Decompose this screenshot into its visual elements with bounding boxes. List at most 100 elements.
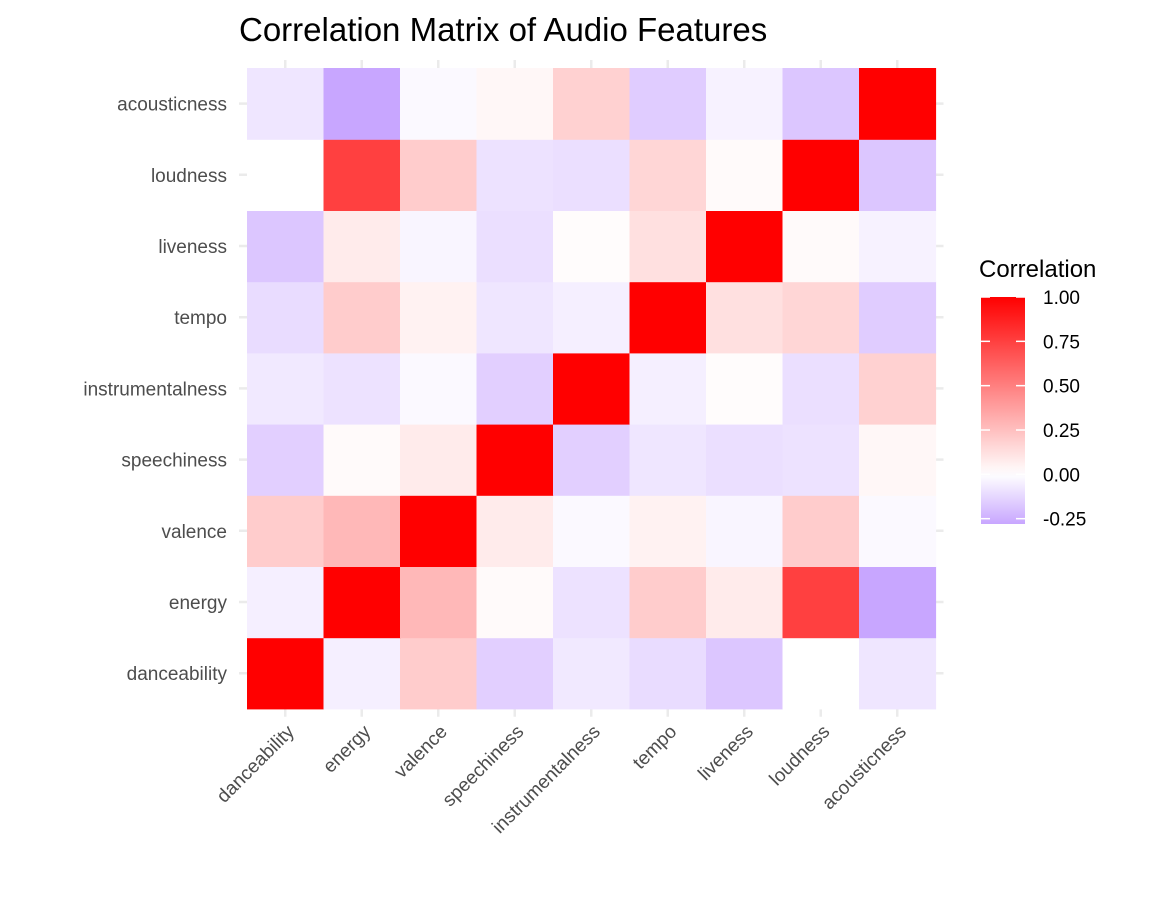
heatmap-cell-valence-speechiness — [476, 495, 554, 567]
heatmap-cell-speechiness-energy — [323, 424, 401, 496]
heatmap-cell-tempo-danceability — [247, 281, 325, 354]
heatmap-cell-instrumentalness-valence — [400, 352, 478, 425]
heatmap-cell-energy-energy — [323, 566, 401, 639]
heatmap-cell-valence-energy — [323, 495, 401, 567]
y-tick-label: instrumentalness — [83, 379, 227, 400]
y-tick-label: liveness — [158, 237, 227, 258]
y-tick-label: loudness — [151, 166, 227, 187]
heatmap-cell-liveness-liveness — [706, 210, 784, 283]
legend-tick-label: -0.25 — [1043, 510, 1086, 531]
legend-tick-label: 0.50 — [1043, 377, 1080, 398]
heatmap-cell-instrumentalness-energy — [323, 352, 401, 425]
heatmap-cell-acousticness-tempo — [629, 68, 707, 140]
legend-tick-label: 0.25 — [1043, 421, 1080, 442]
x-tick-label: valence — [391, 721, 452, 782]
heatmap-cell-instrumentalness-danceability — [247, 352, 325, 425]
x-tick-label: liveness — [694, 721, 757, 784]
heatmap-cell-danceability-danceability — [247, 637, 325, 710]
x-tick-label: loudness — [766, 721, 835, 790]
heatmap-cell-acousticness-acousticness — [859, 68, 937, 140]
heatmap-cell-tempo-loudness — [782, 281, 860, 354]
heatmap-cell-liveness-instrumentalness — [553, 210, 631, 283]
heatmap-cell-valence-acousticness — [859, 495, 937, 567]
heatmap-cell-loudness-energy — [323, 139, 401, 211]
chart-title: Correlation Matrix of Audio Features — [239, 11, 767, 48]
x-tick-label: energy — [319, 721, 375, 777]
heatmap-cell-speechiness-liveness — [706, 424, 784, 496]
x-axis-tick-labels: danceability energy valencespeechinessinst… — [213, 721, 911, 838]
heatmap-cell-danceability-liveness — [706, 637, 784, 710]
heatmap-cell-speechiness-acousticness — [859, 424, 937, 496]
heatmap-cell-liveness-tempo — [629, 210, 707, 283]
heatmap-cell-speechiness-valence — [400, 424, 478, 496]
heatmap-cell-speechiness-loudness — [782, 424, 860, 496]
heatmap-cell-instrumentalness-tempo — [629, 352, 707, 425]
heatmap-cell-tempo-energy — [323, 281, 401, 354]
heatmap-cell-valence-instrumentalness — [553, 495, 631, 567]
heatmap-cell-acousticness-valence — [400, 68, 478, 140]
legend-tick-label: 0.00 — [1043, 465, 1080, 486]
heatmap-cell-valence-liveness — [706, 495, 784, 567]
heatmap-cell-acousticness-instrumentalness — [553, 68, 631, 140]
heatmap-cell-energy-loudness — [782, 566, 860, 639]
heatmap-cell-tempo-liveness — [706, 281, 784, 354]
y-tick-label: energy — [169, 593, 228, 614]
heatmap-cell-energy-valence — [400, 566, 478, 639]
heatmap-cell-danceability-valence — [400, 637, 478, 710]
legend-title: Correlation — [979, 256, 1096, 283]
heatmap-cell-liveness-energy — [323, 210, 401, 283]
heatmap-cell-valence-tempo — [629, 495, 707, 567]
y-axis-tick-labels: danceability energy valence speechiness inst… — [83, 95, 227, 686]
heatmap-cell-danceability-loudness — [782, 637, 860, 710]
heatmap-cell-energy-danceability — [247, 566, 325, 639]
heatmap-cell-danceability-tempo — [629, 637, 707, 710]
heatmap-cell-liveness-acousticness — [859, 210, 937, 283]
heatmap-cell-liveness-danceability — [247, 210, 325, 283]
heatmap-cell-acousticness-energy — [323, 68, 401, 140]
heatmap-cell-instrumentalness-instrumentalness — [553, 352, 631, 425]
heatmap-cell-instrumentalness-loudness — [782, 352, 860, 425]
x-tick-label: tempo — [629, 721, 681, 773]
heatmap-cell-acousticness-speechiness — [476, 68, 554, 140]
heatmap-cell-speechiness-instrumentalness — [553, 424, 631, 496]
y-tick-label: acousticness — [117, 95, 227, 116]
x-tick-label: danceability — [213, 721, 299, 807]
heatmap-cell-energy-acousticness — [859, 566, 937, 639]
heatmap-cell-danceability-instrumentalness — [553, 637, 631, 710]
heatmap-cell-tempo-speechiness — [476, 281, 554, 354]
heatmap-cell-danceability-speechiness — [476, 637, 554, 710]
heatmap-cell-instrumentalness-acousticness — [859, 352, 937, 425]
heatmap-cell-loudness-loudness — [782, 139, 860, 211]
legend-colorbar — [981, 297, 1025, 524]
heatmap-cell-danceability-energy — [323, 637, 401, 710]
legend: Correlation 1.00 0.75 0.50 0.25 0.00 -0.25 — [979, 256, 1096, 531]
heatmap-cell-loudness-instrumentalness — [553, 139, 631, 211]
heatmap-cell-loudness-danceability — [247, 139, 325, 211]
heatmap-cell-tempo-tempo — [629, 281, 707, 354]
heatmap-cell-valence-loudness — [782, 495, 860, 567]
y-tick-label: valence — [162, 522, 228, 543]
heatmap-cell-danceability-acousticness — [859, 637, 937, 710]
y-tick-label: tempo — [174, 308, 227, 329]
y-tick-label: speechiness — [121, 451, 227, 472]
heatmap-cell-energy-instrumentalness — [553, 566, 631, 639]
heatmap-cell-instrumentalness-speechiness — [476, 352, 554, 425]
heatmap-cell-acousticness-danceability — [247, 68, 325, 140]
heatmap-cell-tempo-instrumentalness — [553, 281, 631, 354]
heatmap-cell-tempo-acousticness — [859, 281, 937, 354]
heatmap-cell-energy-liveness — [706, 566, 784, 639]
heatmap-cell-valence-valence — [400, 495, 478, 567]
heatmap-cell-liveness-speechiness — [476, 210, 554, 283]
heatmap-cell-speechiness-tempo — [629, 424, 707, 496]
heatmap-cell-acousticness-liveness — [706, 68, 784, 140]
legend-tick-label: 1.00 — [1043, 288, 1080, 309]
heatmap-cell-instrumentalness-liveness — [706, 352, 784, 425]
heatmap-cell-loudness-tempo — [629, 139, 707, 211]
heatmap-cell-loudness-speechiness — [476, 139, 554, 211]
heatmap-cells — [247, 68, 937, 710]
heatmap-cell-loudness-valence — [400, 139, 478, 211]
heatmap-cell-liveness-valence — [400, 210, 478, 283]
heatmap-cell-acousticness-loudness — [782, 68, 860, 140]
heatmap-cell-valence-danceability — [247, 495, 325, 567]
